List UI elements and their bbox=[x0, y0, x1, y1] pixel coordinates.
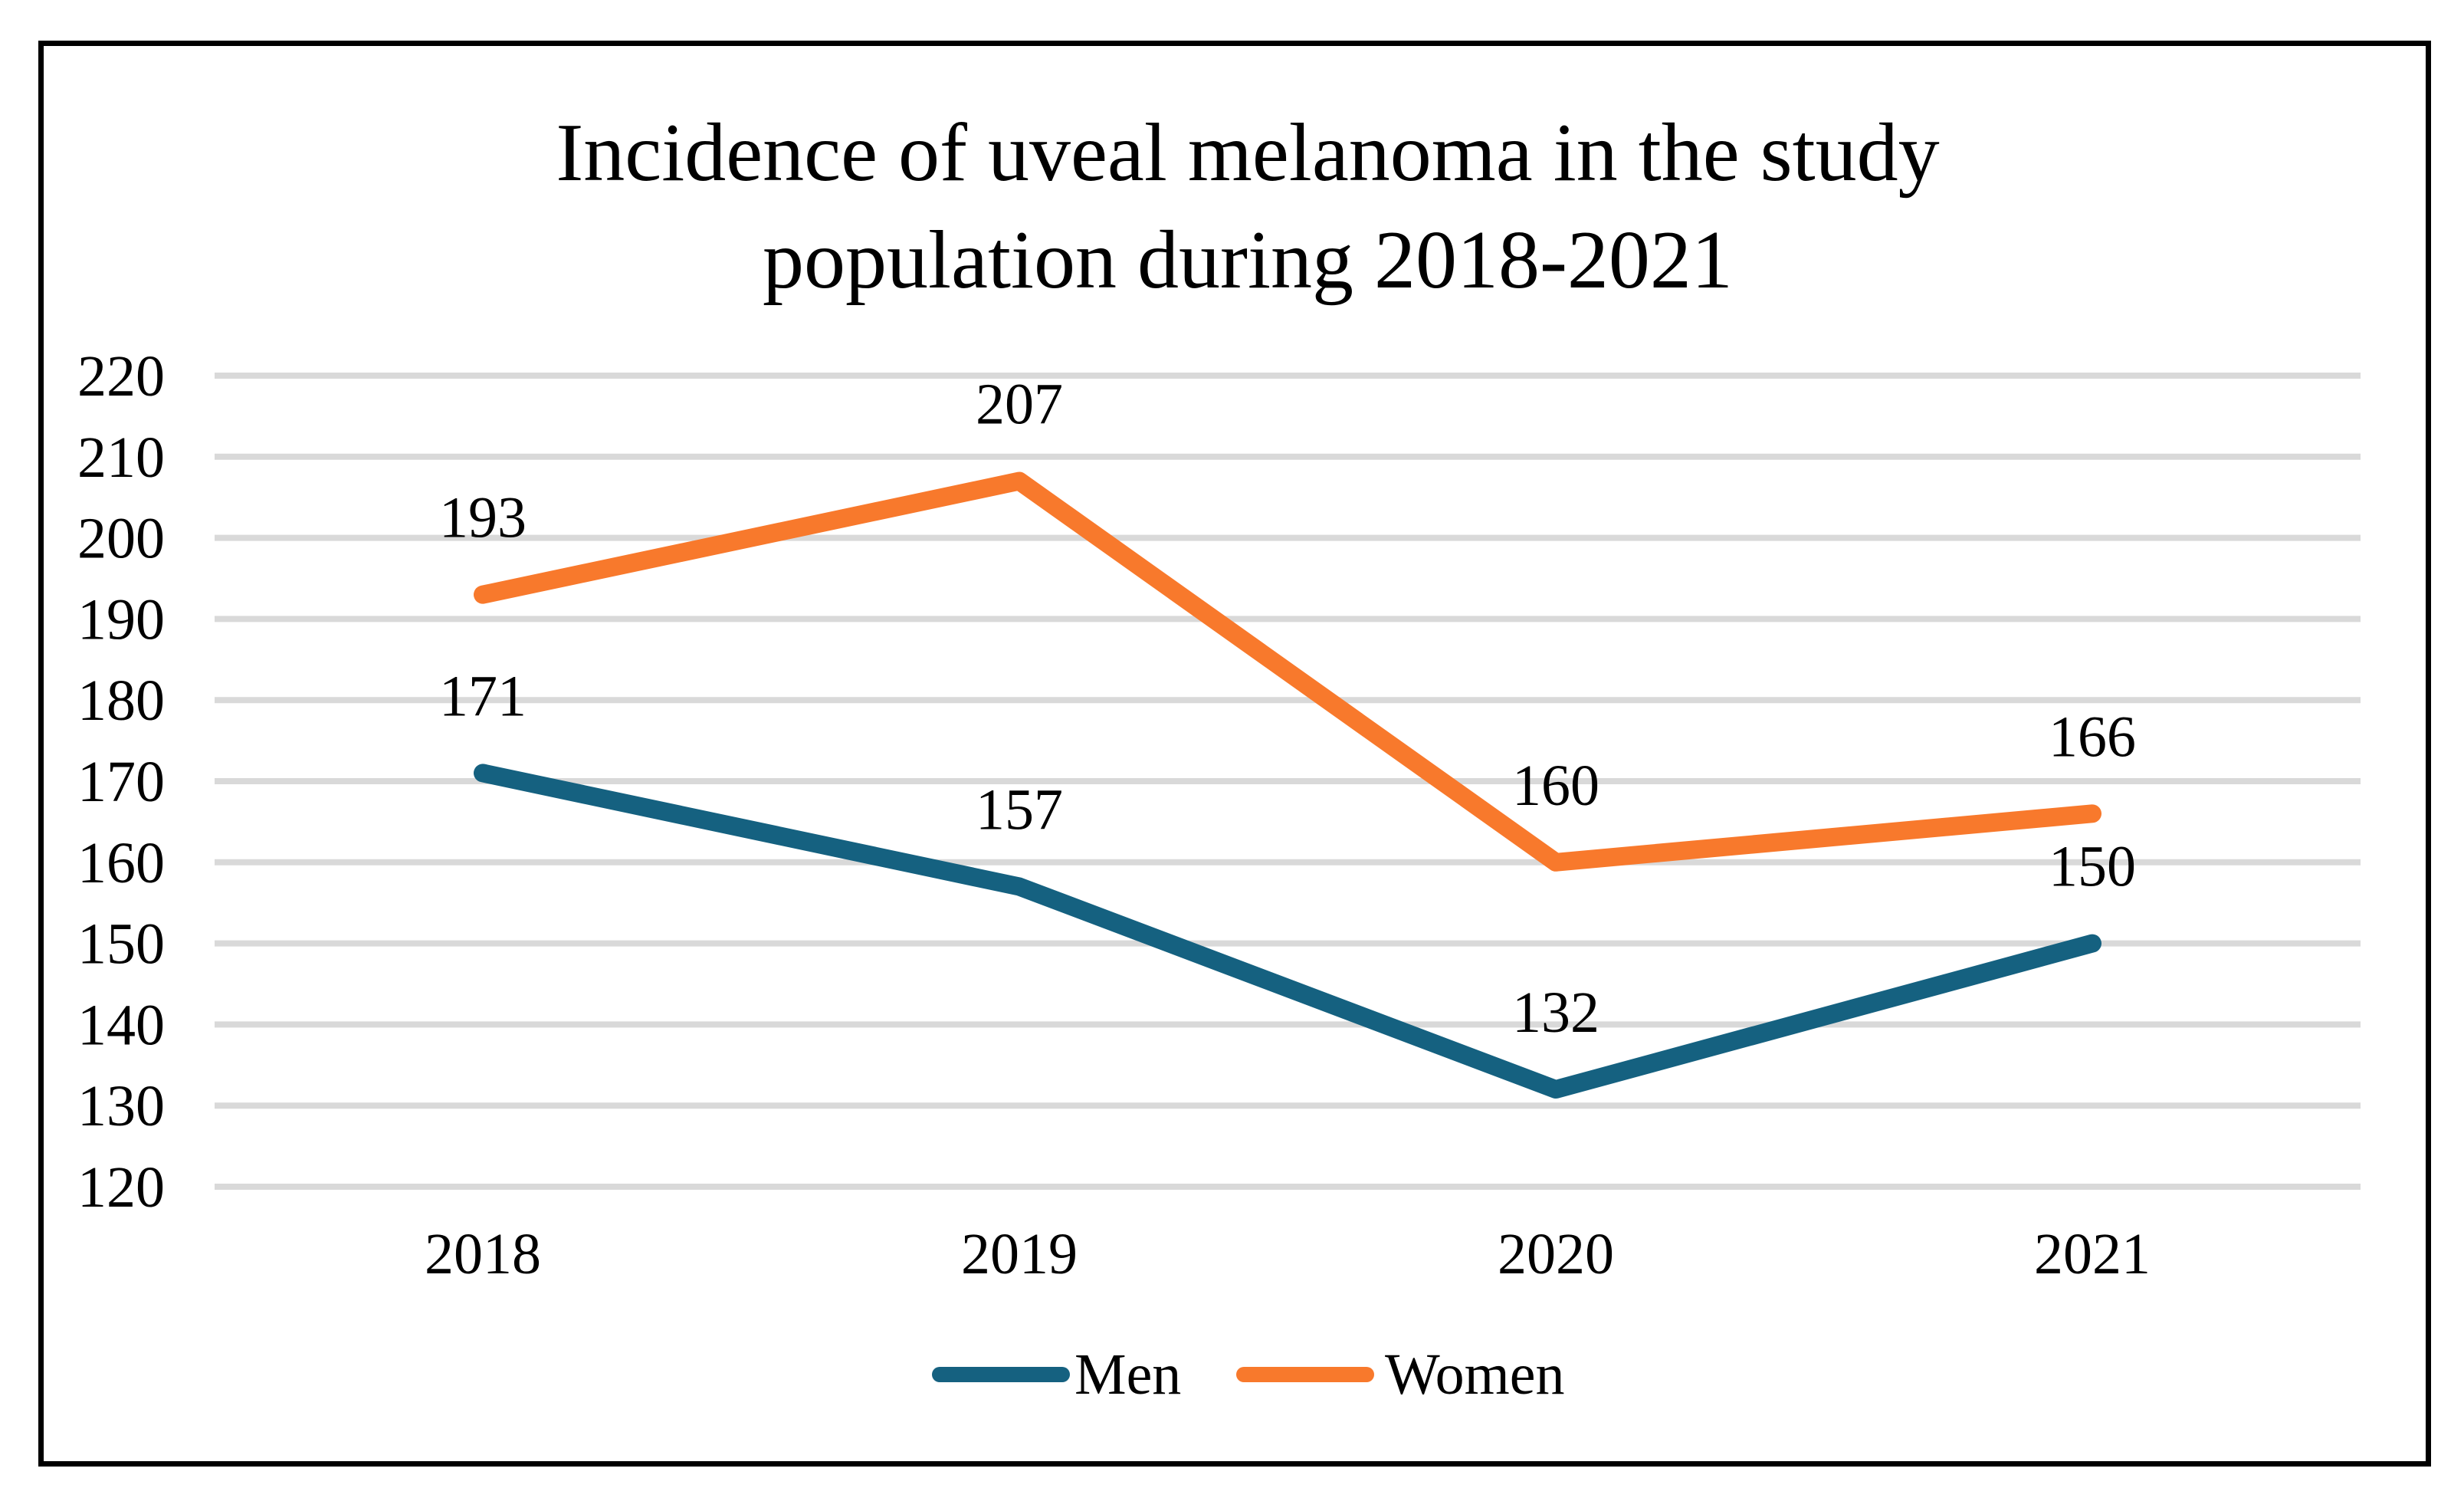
y-tick-label-220: 220 bbox=[77, 344, 165, 409]
data-labels: 171 157 132 150 193 207 160 166 bbox=[439, 373, 2136, 1046]
y-tick-label-200: 200 bbox=[77, 507, 165, 571]
y-axis-tick-labels: 220 210 200 190 180 170 160 150 140 130 120 bbox=[77, 344, 165, 1220]
category-label-2019: 2019 bbox=[961, 1222, 1078, 1286]
chart-title-line2: population during 2018-2021 bbox=[763, 215, 1733, 306]
y-tick-label-120: 120 bbox=[77, 1155, 165, 1220]
y-tick-label-160: 160 bbox=[77, 831, 165, 895]
y-tick-label-170: 170 bbox=[77, 750, 165, 814]
data-label-men-2020: 132 bbox=[1512, 981, 1599, 1045]
x-axis-category-labels: 2018 2019 2020 2021 bbox=[425, 1222, 2151, 1286]
category-label-2021: 2021 bbox=[2034, 1222, 2151, 1286]
data-label-men-2018: 171 bbox=[439, 664, 527, 728]
category-label-2020: 2020 bbox=[1498, 1222, 1614, 1286]
category-label-2018: 2018 bbox=[425, 1222, 541, 1286]
y-tick-label-180: 180 bbox=[77, 668, 165, 733]
y-tick-label-150: 150 bbox=[77, 912, 165, 977]
data-label-women-2018: 193 bbox=[439, 486, 527, 550]
chart-title-line1: Incidence of uveal melanoma in the study bbox=[556, 107, 1939, 199]
y-tick-label-140: 140 bbox=[77, 993, 165, 1057]
series-line-women bbox=[474, 471, 2101, 872]
legend-label-women: Women bbox=[1385, 1342, 1565, 1407]
series-lines bbox=[474, 471, 2101, 1099]
y-tick-label-190: 190 bbox=[77, 587, 165, 652]
data-label-men-2019: 157 bbox=[976, 778, 1063, 843]
data-label-men-2021: 150 bbox=[2049, 835, 2136, 899]
chart-border bbox=[38, 41, 2431, 1467]
series-line-men bbox=[474, 764, 2101, 1099]
data-label-women-2019: 207 bbox=[976, 373, 1063, 437]
data-label-women-2021: 166 bbox=[2049, 705, 2136, 769]
data-label-women-2020: 160 bbox=[1512, 754, 1599, 818]
gridlines bbox=[215, 373, 2361, 1190]
legend-label-men: Men bbox=[1075, 1342, 1181, 1407]
legend: Men Women bbox=[932, 1342, 1565, 1407]
y-tick-label-210: 210 bbox=[77, 425, 165, 490]
y-tick-label-130: 130 bbox=[77, 1074, 165, 1138]
